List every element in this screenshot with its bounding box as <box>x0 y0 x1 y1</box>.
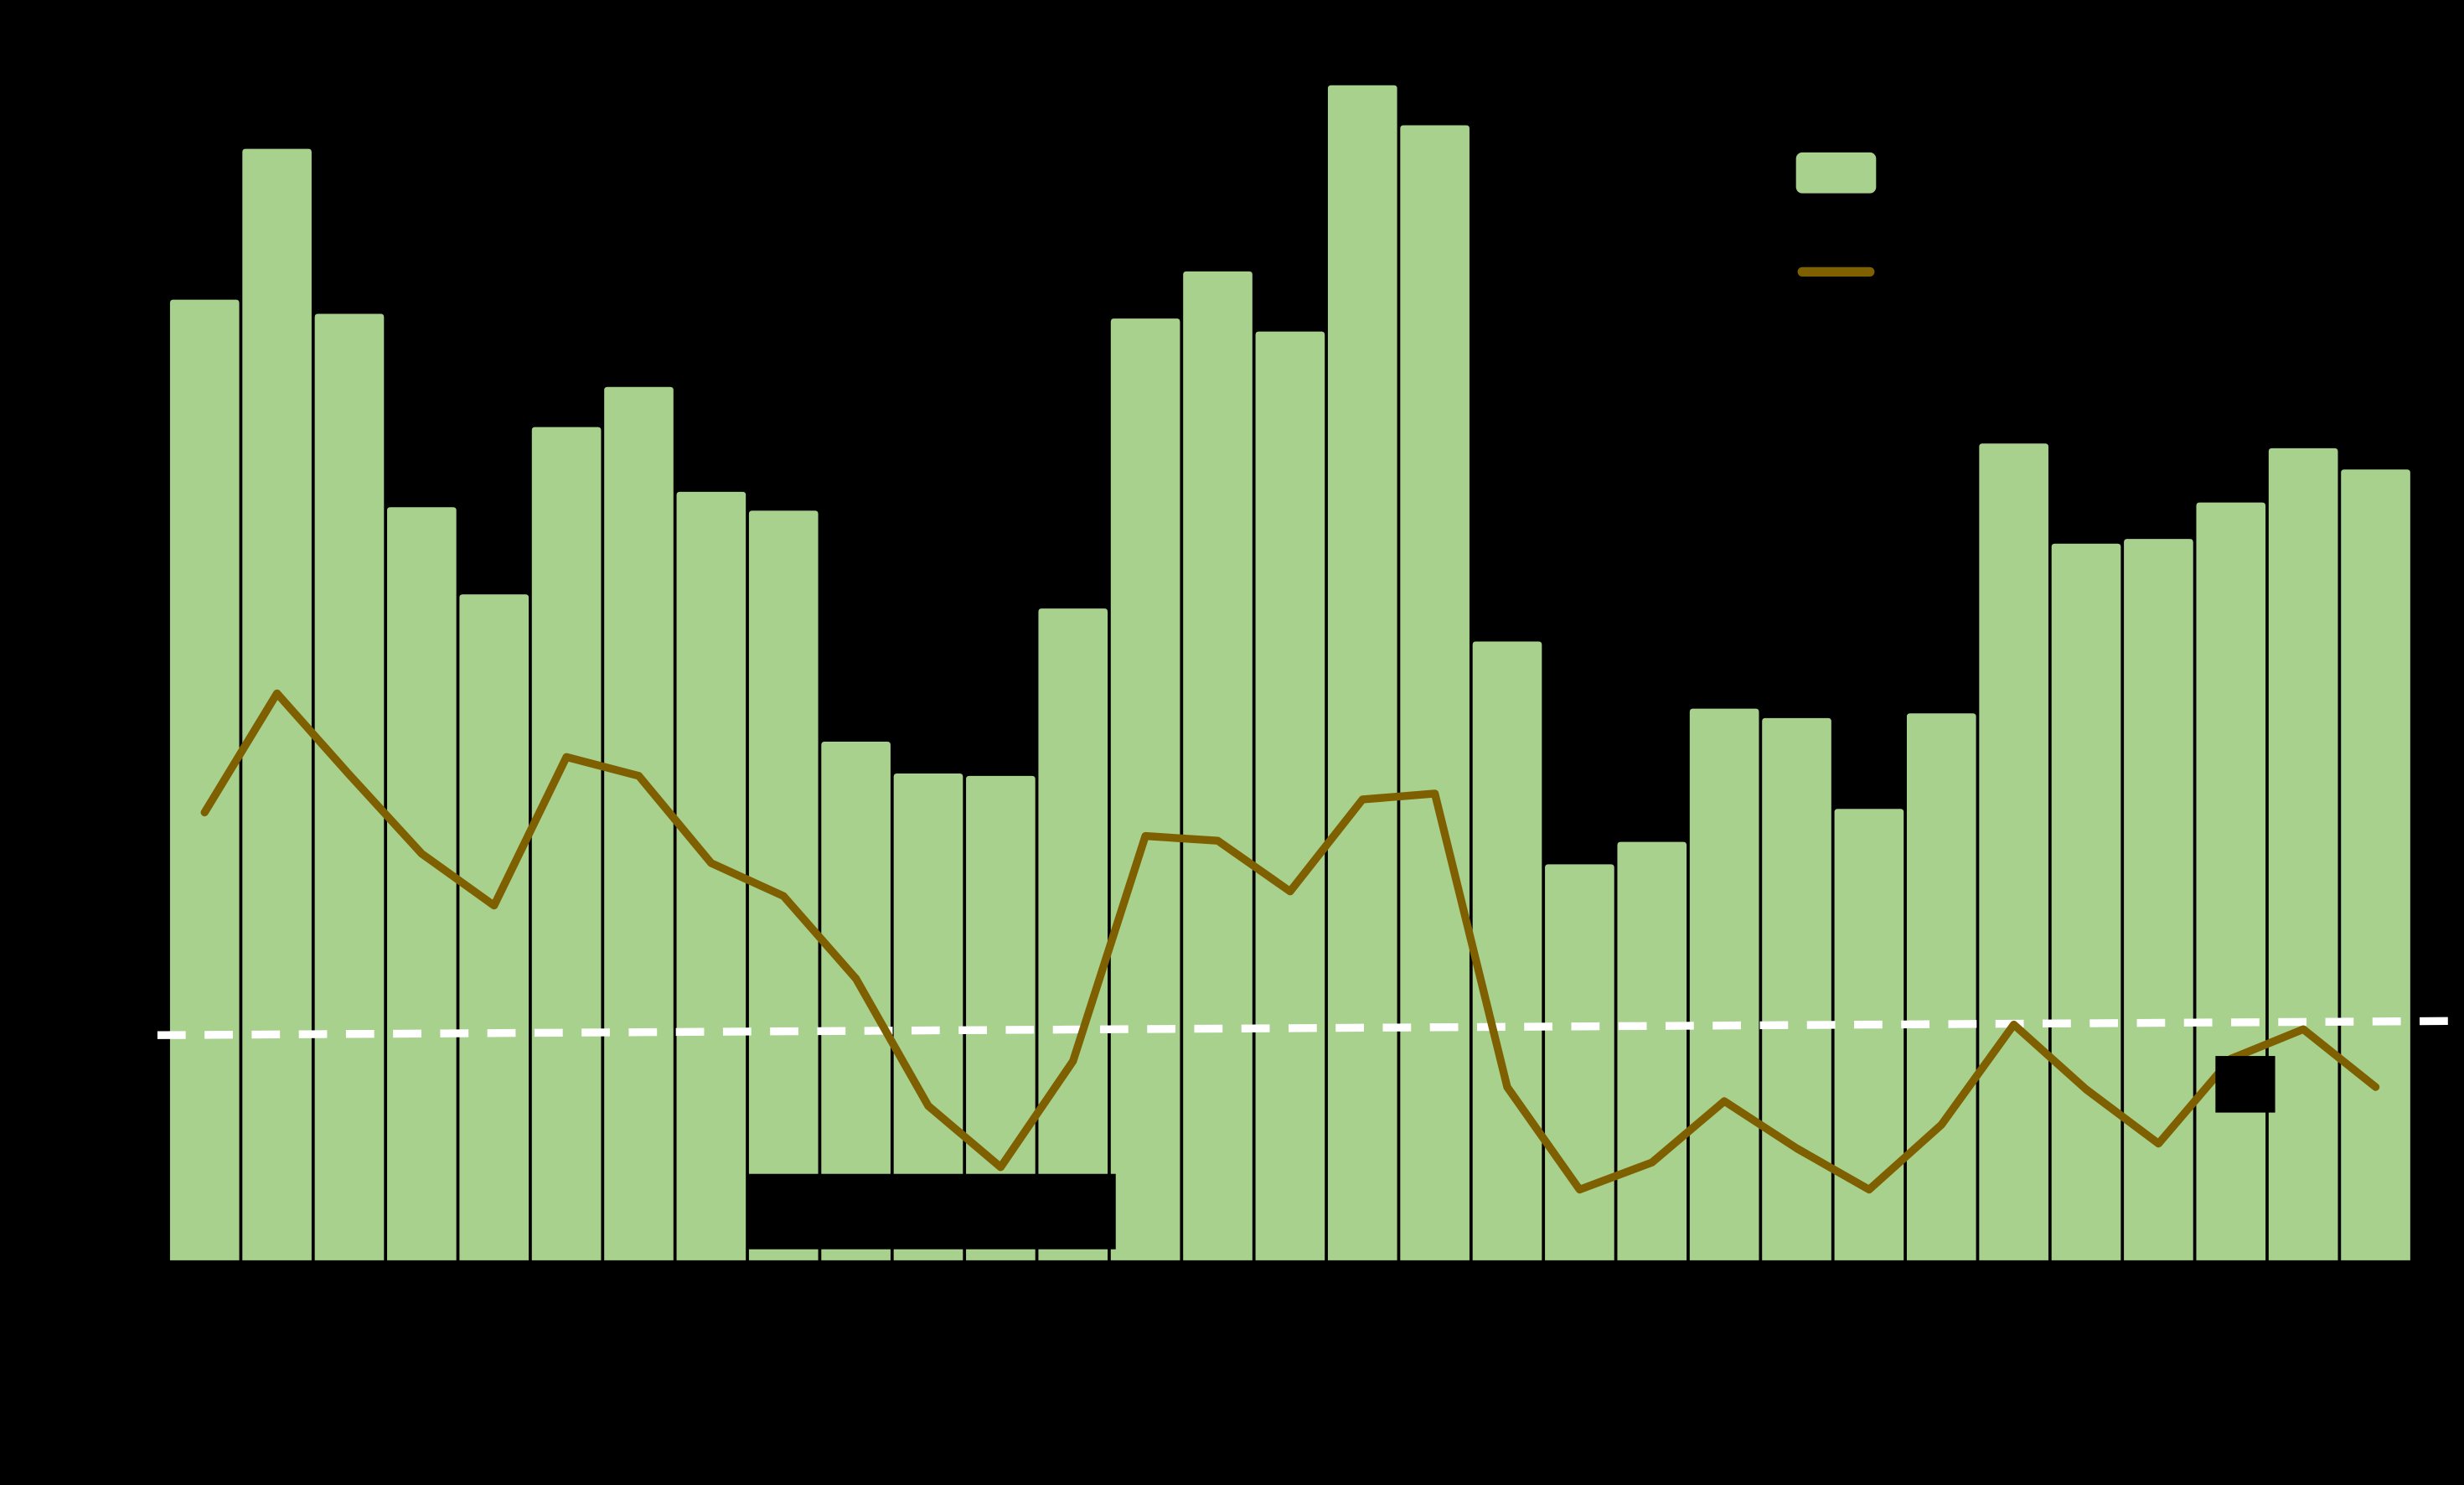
line <box>200 689 2380 1194</box>
bar <box>2268 448 2338 1260</box>
bar <box>169 299 240 1260</box>
bar <box>2051 543 2121 1260</box>
bar <box>314 313 385 1260</box>
bar <box>1906 713 1976 1260</box>
plot-area <box>157 85 2448 1260</box>
bar <box>893 774 963 1260</box>
bar <box>387 507 457 1260</box>
bar <box>1327 85 1397 1260</box>
bar <box>1400 125 1470 1260</box>
legend <box>1795 152 1877 277</box>
bar <box>1545 864 1614 1260</box>
annotation-box <box>746 1173 1116 1250</box>
bar <box>1472 641 1542 1260</box>
bar <box>1979 443 2048 1260</box>
bar <box>2124 539 2193 1260</box>
bar <box>821 742 891 1260</box>
bar <box>676 491 746 1260</box>
bar <box>459 594 529 1260</box>
bar <box>1834 809 1904 1260</box>
legend-swatch <box>1795 152 1877 194</box>
bar <box>1689 708 1759 1260</box>
bar <box>242 148 312 1260</box>
bar <box>531 427 602 1260</box>
bar <box>748 510 819 1260</box>
annotation-box <box>2215 1056 2275 1113</box>
bar <box>2341 469 2410 1260</box>
bar <box>1255 331 1325 1260</box>
bar <box>2196 502 2266 1260</box>
bar <box>1617 841 1687 1260</box>
bar <box>1038 608 1108 1260</box>
trend-line <box>157 1017 2448 1039</box>
bar <box>1762 717 1831 1260</box>
bar <box>1183 271 1253 1260</box>
bar <box>604 386 674 1260</box>
bar <box>1110 318 1180 1260</box>
